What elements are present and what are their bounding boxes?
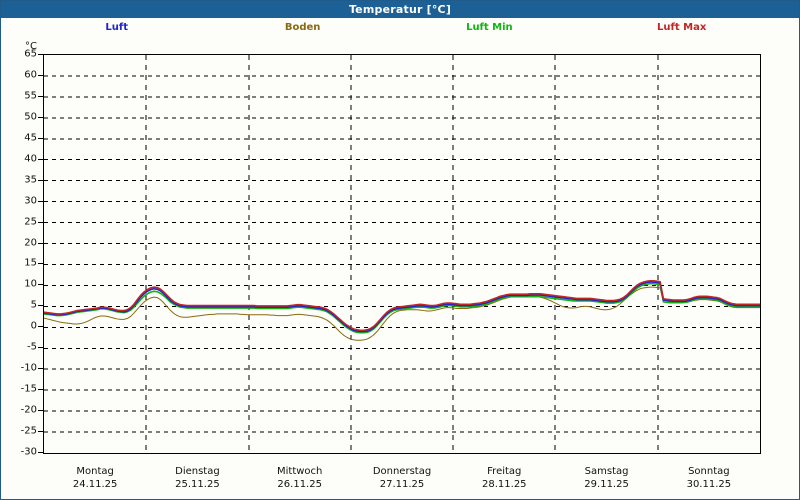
- x-axis-day-name: Sonntag: [688, 466, 730, 477]
- series-line-luft: [44, 281, 760, 333]
- y-axis-tick-label: 55: [24, 90, 37, 102]
- y-axis-tick-mark: [38, 200, 43, 202]
- y-axis-tick-mark: [38, 410, 43, 412]
- y-axis-tick-mark: [38, 74, 43, 76]
- chart-legend: Luft Boden Luft Min Luft Max: [1, 18, 799, 38]
- y-axis-tick-label: 65: [24, 48, 37, 60]
- y-axis-tick-label: 60: [24, 69, 37, 81]
- y-axis-tick-label: 30: [24, 195, 37, 207]
- x-axis-day-date: 28.11.25: [482, 479, 527, 490]
- x-axis-day-name: Freitag: [487, 466, 522, 477]
- series-line-luft-min: [44, 282, 760, 334]
- y-axis-tick-label: 40: [24, 153, 37, 165]
- y-axis-tick-label: 35: [24, 174, 37, 186]
- x-axis-day-date: 27.11.25: [379, 479, 425, 490]
- y-axis-tick-mark: [38, 221, 43, 223]
- x-axis-day-label: Freitag 28.11.25: [482, 466, 527, 490]
- y-axis-tick-label: 25: [24, 216, 37, 228]
- y-axis-tick-mark: [38, 179, 43, 181]
- y-axis-tick-mark: [38, 95, 43, 97]
- y-axis-tick-mark: [38, 158, 43, 160]
- plot-area: [43, 54, 761, 454]
- x-axis-day-label: Samstag 29.11.25: [584, 466, 629, 490]
- legend-item-luft-min: Luft Min: [466, 22, 513, 33]
- y-axis-unit-label: °C: [25, 41, 37, 52]
- x-axis-day-date: 25.11.25: [175, 479, 220, 490]
- y-axis-tick-label: 20: [24, 237, 37, 249]
- y-axis-tick-label: -5: [27, 341, 37, 353]
- x-axis-day-label: Sonntag 30.11.25: [687, 466, 732, 490]
- y-axis-tick-label: 50: [24, 111, 37, 123]
- y-axis-tick-mark: [38, 452, 43, 453]
- y-axis-tick-label: -20: [20, 404, 37, 416]
- x-axis-day-date: 30.11.25: [686, 479, 732, 490]
- chart-canvas: [44, 55, 760, 453]
- y-axis-tick-label: -10: [20, 362, 37, 374]
- x-axis-day-name: Donnerstag: [372, 466, 432, 477]
- x-axis-day-label: Donnerstag 27.11.25: [373, 466, 431, 490]
- y-axis-tick-mark: [38, 368, 43, 370]
- y-axis-tick-mark: [38, 54, 43, 55]
- x-axis-day-name: Dienstag: [175, 466, 220, 477]
- y-axis-tick-label: -30: [20, 446, 37, 458]
- x-axis-day-date: 29.11.25: [584, 479, 629, 490]
- plot-container: °C 65 60 55 50 45 40 35 30 25 20 15 10 5 0 -5 -10 -15 -20…: [1, 38, 799, 463]
- y-axis-tick-mark: [38, 284, 43, 286]
- y-axis-tick-label: 0: [30, 320, 37, 332]
- y-axis-tick-label: 10: [24, 278, 37, 290]
- y-axis-tick-mark: [38, 389, 43, 391]
- x-axis-day-name: Montag: [76, 466, 114, 477]
- x-axis-day-name: Mittwoch: [277, 466, 323, 477]
- x-axis-labels: Montag 24.11.25 Dienstag 25.11.25 Mittwoch 26…: [1, 463, 799, 499]
- x-axis-day-label: Mittwoch 26.11.25: [277, 466, 322, 490]
- series-line-boden: [44, 286, 760, 341]
- x-axis-day-date: 24.11.25: [72, 479, 118, 490]
- legend-item-luft-max: Luft Max: [657, 22, 707, 33]
- y-axis-tick-label: 5: [30, 299, 37, 311]
- x-axis-day-date: 26.11.25: [277, 479, 322, 490]
- y-axis-tick-mark: [38, 431, 43, 433]
- y-axis-tick-mark: [38, 116, 43, 118]
- y-axis-tick-mark: [38, 137, 43, 139]
- y-axis-tick-mark: [38, 242, 43, 244]
- series-line-luft-max: [44, 280, 760, 332]
- y-axis-tick-mark: [38, 263, 43, 265]
- y-axis-tick-label: 15: [24, 257, 37, 269]
- window-title: Temperatur [°C]: [348, 3, 452, 16]
- y-axis-tick-mark: [38, 326, 43, 328]
- legend-item-boden: Boden: [284, 22, 321, 33]
- x-axis-day-label: Montag 24.11.25: [73, 466, 118, 490]
- y-axis-tick-label: -25: [20, 425, 37, 437]
- x-axis-day-label: Dienstag 25.11.25: [175, 466, 220, 490]
- window-title-bar: Temperatur [°C]: [1, 1, 799, 18]
- x-axis-day-name: Samstag: [584, 466, 629, 477]
- y-axis-tick-label: -15: [20, 383, 37, 395]
- y-axis-tick-label: 45: [24, 132, 37, 144]
- legend-item-luft: Luft: [105, 22, 129, 33]
- y-axis-tick-mark: [38, 347, 43, 349]
- y-axis-tick-mark: [38, 305, 43, 307]
